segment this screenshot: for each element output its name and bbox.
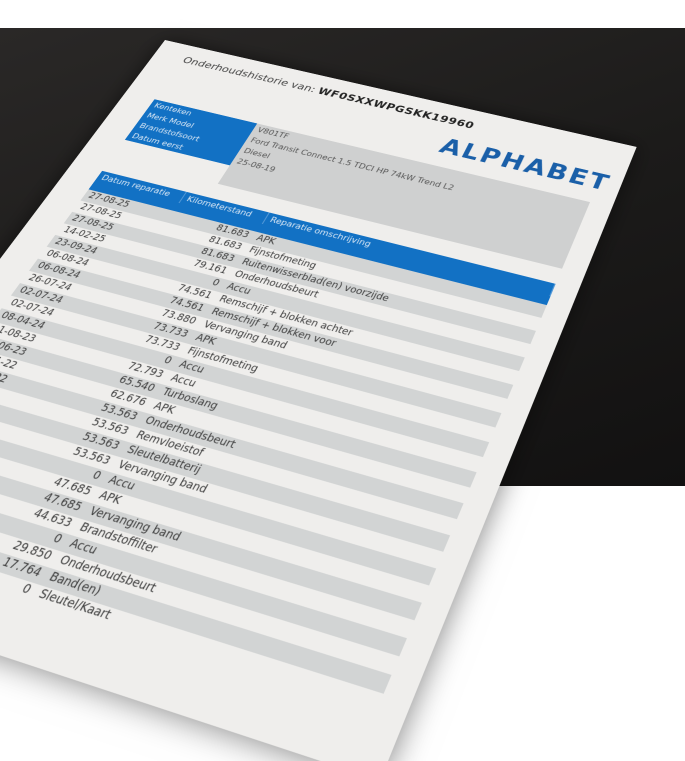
maintenance-history-document: Onderhoudshistorie van: WF0SXXWPGSKK1996… <box>0 40 637 761</box>
maintenance-history-table: Datum reparatie Kilometerstand Reparatie… <box>0 171 556 713</box>
title-prefix: Onderhoudshistorie van: <box>180 55 318 95</box>
vin-number: WF0SXXWPGSKK19960 <box>316 86 477 132</box>
